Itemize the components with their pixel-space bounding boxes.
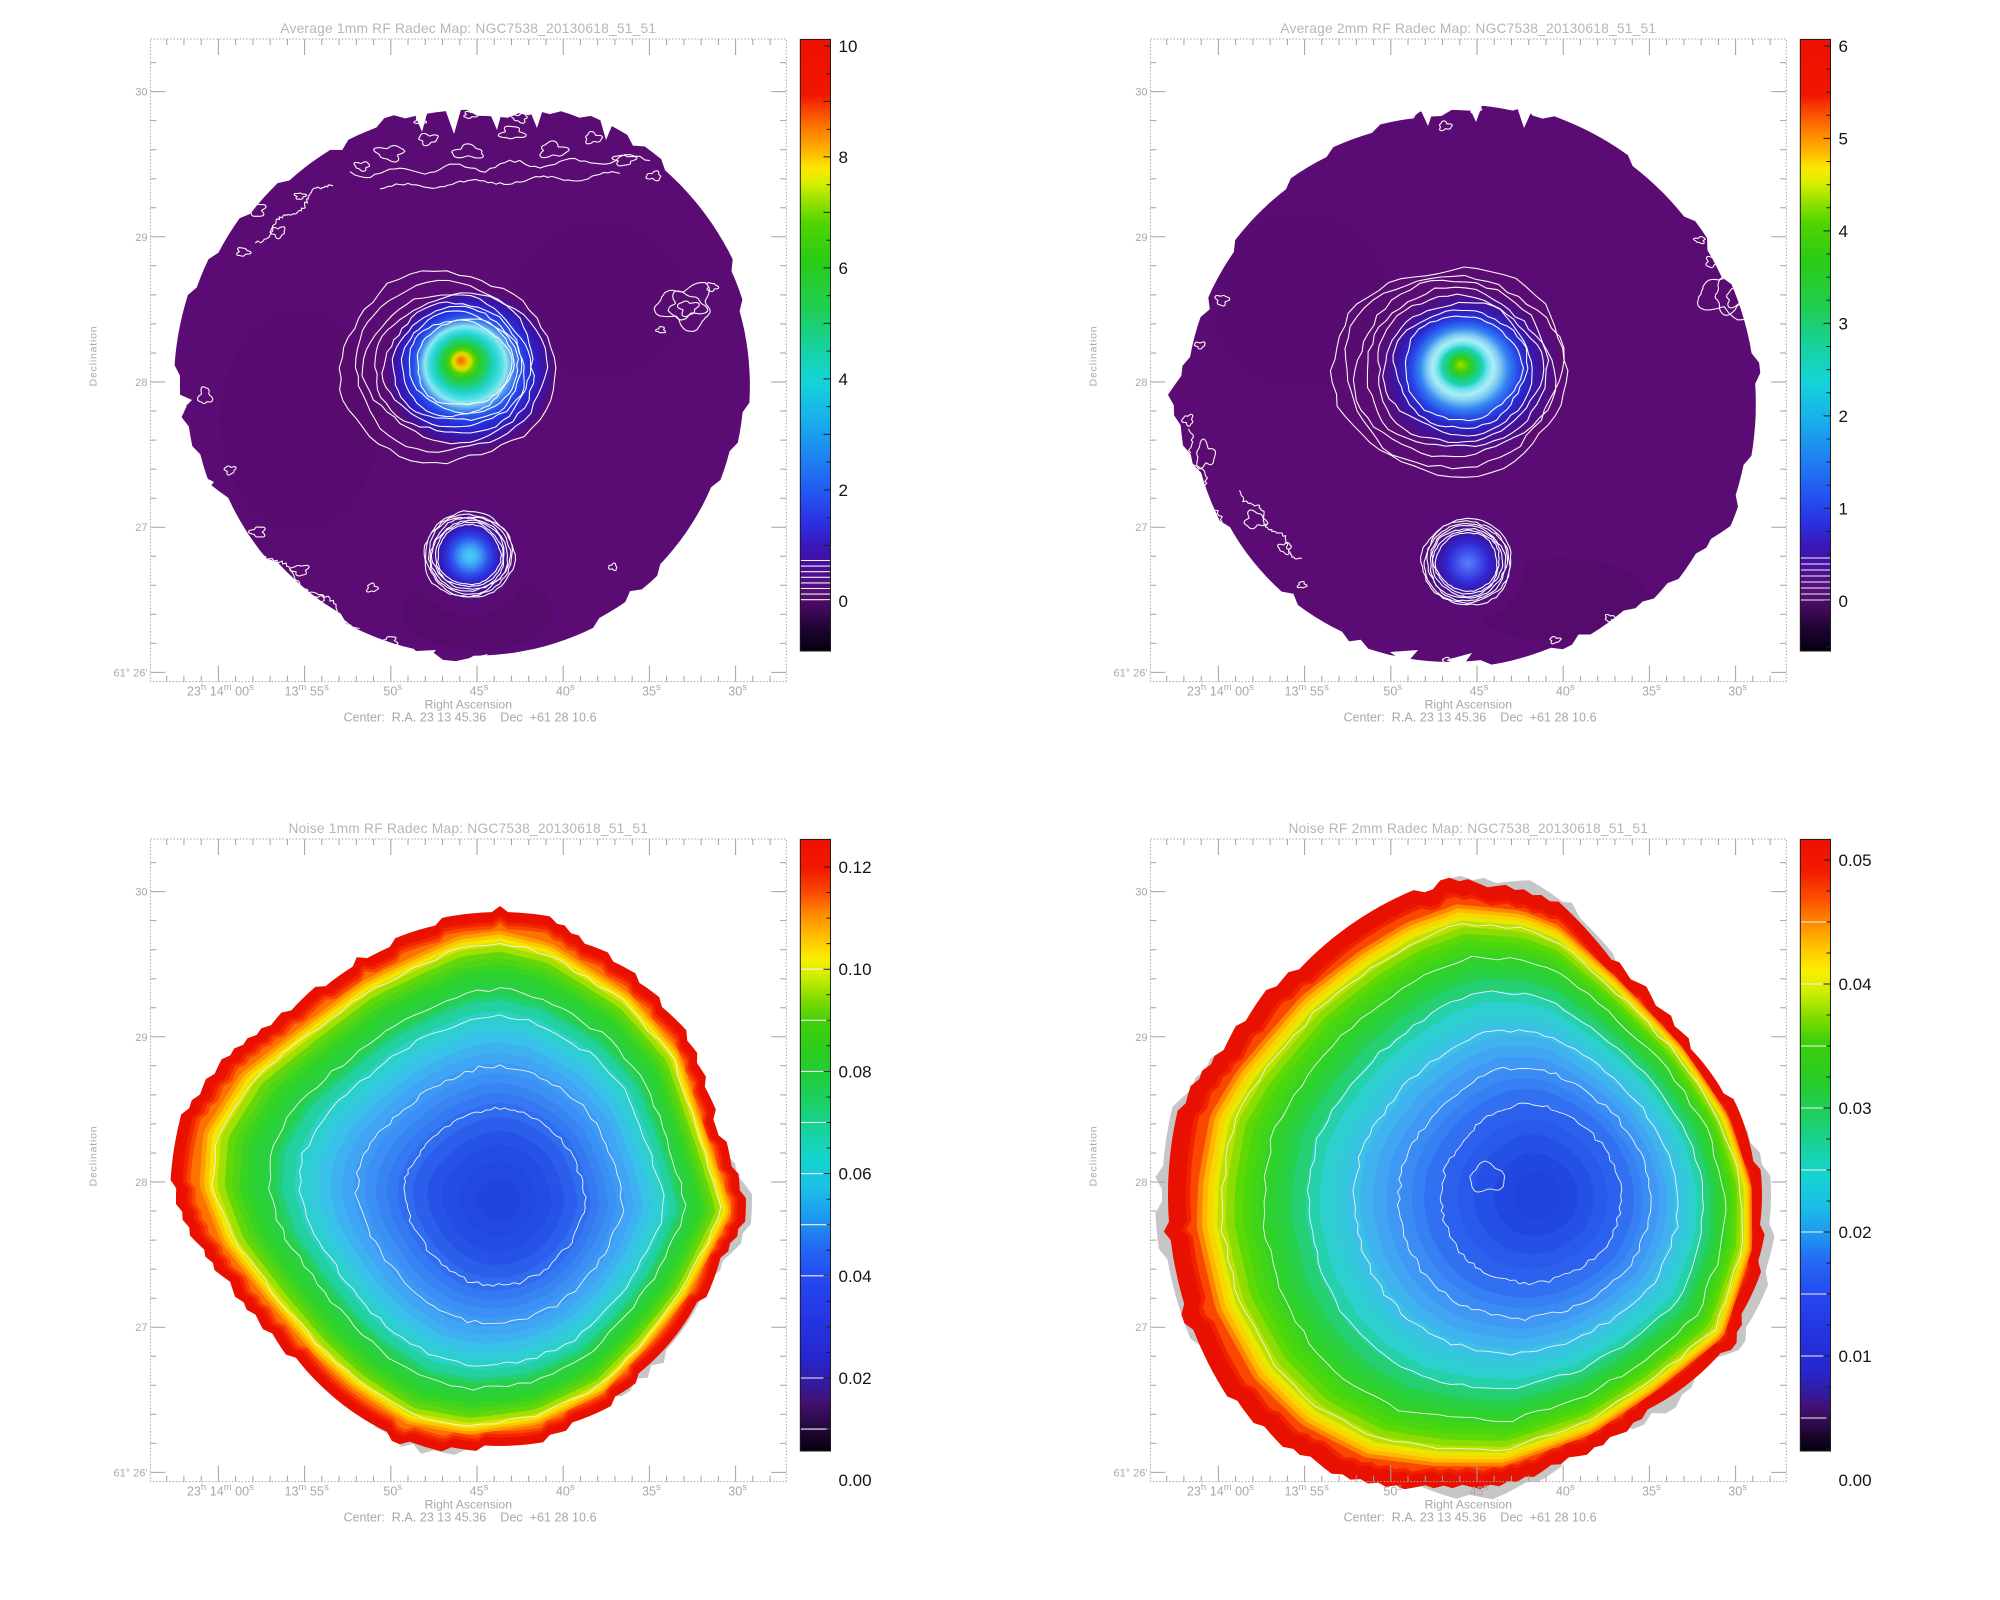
svg-text:Right Ascension: Right Ascension (425, 698, 512, 712)
svg-text:2: 2 (839, 481, 848, 500)
svg-text:27: 27 (1135, 1322, 1147, 1334)
svg-text:29: 29 (1135, 1032, 1147, 1044)
svg-text:30: 30 (135, 887, 147, 899)
svg-text:13m 55s: 13m 55s (284, 682, 328, 699)
svg-text:5: 5 (1839, 129, 1848, 148)
svg-text:Center: R.A. 23 13 45.36 D: Center: R.A. 23 13 45.36 Dec +61 28 10.6 (343, 1511, 596, 1525)
svg-text:61° 26': 61° 26' (1113, 1467, 1147, 1479)
svg-text:13m 55s: 13m 55s (1284, 1482, 1328, 1499)
svg-text:0: 0 (1839, 592, 1848, 611)
svg-text:Average 2mm RF Radec Map: NGC7: Average 2mm RF Radec Map: NGC7538_201306… (1280, 21, 1656, 36)
svg-text:8: 8 (839, 148, 848, 167)
svg-text:61° 26': 61° 26' (113, 667, 147, 679)
svg-text:61° 26': 61° 26' (113, 1467, 147, 1479)
svg-text:13m 55s: 13m 55s (1284, 682, 1328, 699)
svg-text:1: 1 (1839, 499, 1848, 518)
svg-text:29: 29 (135, 232, 147, 244)
svg-text:0.02: 0.02 (839, 1369, 872, 1388)
svg-text:30: 30 (1135, 887, 1147, 899)
svg-text:0.05: 0.05 (1839, 851, 1872, 870)
svg-text:Center: R.A. 23 13 45.36 D: Center: R.A. 23 13 45.36 Dec +61 28 10.6 (1343, 1511, 1596, 1525)
svg-text:0: 0 (839, 592, 848, 611)
svg-text:23h 14m 00s: 23h 14m 00s (1187, 1482, 1254, 1499)
svg-text:29: 29 (1135, 232, 1147, 244)
svg-text:2: 2 (1839, 407, 1848, 426)
svg-text:23h 14m 00s: 23h 14m 00s (187, 682, 254, 699)
svg-text:Declination: Declination (88, 1126, 100, 1187)
svg-text:0.12: 0.12 (839, 858, 872, 877)
svg-text:29: 29 (135, 1032, 147, 1044)
svg-text:Noise RF 2mm Radec Map: NGC753: Noise RF 2mm Radec Map: NGC7538_20130618… (1288, 821, 1648, 836)
svg-text:6: 6 (839, 259, 848, 278)
svg-text:Right Ascension: Right Ascension (1425, 698, 1512, 712)
svg-text:0.08: 0.08 (839, 1062, 872, 1081)
svg-text:23h 14m 00s: 23h 14m 00s (187, 1482, 254, 1499)
svg-text:Average 1mm RF Radec Map: NGC7: Average 1mm RF Radec Map: NGC7538_201306… (280, 21, 656, 36)
svg-text:27: 27 (135, 522, 147, 534)
svg-text:0.01: 0.01 (1839, 1347, 1872, 1366)
svg-text:27: 27 (135, 1322, 147, 1334)
svg-text:Declination: Declination (1088, 1126, 1100, 1187)
svg-text:Center: R.A. 23 13 45.36 D: Center: R.A. 23 13 45.36 Dec +61 28 10.6 (343, 711, 596, 725)
svg-text:13m 55s: 13m 55s (284, 1482, 328, 1499)
svg-text:Center: R.A. 23 13 45.36 D: Center: R.A. 23 13 45.36 Dec +61 28 10.6 (1343, 711, 1596, 725)
svg-text:0.03: 0.03 (1839, 1099, 1872, 1118)
svg-text:10: 10 (839, 37, 858, 56)
svg-text:Right Ascension: Right Ascension (1425, 1498, 1512, 1512)
svg-text:0.04: 0.04 (1839, 975, 1872, 994)
svg-text:28: 28 (1135, 377, 1147, 389)
svg-text:0.00: 0.00 (839, 1471, 872, 1490)
svg-text:Declination: Declination (1088, 326, 1100, 387)
svg-text:Noise 1mm RF Radec Map: NGC753: Noise 1mm RF Radec Map: NGC7538_20130618… (288, 821, 648, 836)
svg-text:27: 27 (1135, 522, 1147, 534)
svg-text:28: 28 (135, 1177, 147, 1189)
svg-text:28: 28 (1135, 1177, 1147, 1189)
svg-text:23h 14m 00s: 23h 14m 00s (1187, 682, 1254, 699)
svg-text:0.06: 0.06 (839, 1165, 872, 1184)
svg-text:6: 6 (1839, 37, 1848, 56)
svg-text:30: 30 (1135, 87, 1147, 99)
svg-text:Right Ascension: Right Ascension (425, 1498, 512, 1512)
svg-text:0.10: 0.10 (839, 960, 872, 979)
svg-text:4: 4 (839, 370, 848, 389)
svg-text:28: 28 (135, 377, 147, 389)
svg-text:0.02: 0.02 (1839, 1223, 1872, 1242)
svg-text:Declination: Declination (88, 326, 100, 387)
svg-text:30: 30 (135, 87, 147, 99)
svg-text:0.04: 0.04 (839, 1267, 872, 1286)
svg-text:61° 26': 61° 26' (1113, 667, 1147, 679)
svg-text:3: 3 (1839, 314, 1848, 333)
svg-text:4: 4 (1839, 222, 1848, 241)
svg-text:0.00: 0.00 (1839, 1471, 1872, 1490)
